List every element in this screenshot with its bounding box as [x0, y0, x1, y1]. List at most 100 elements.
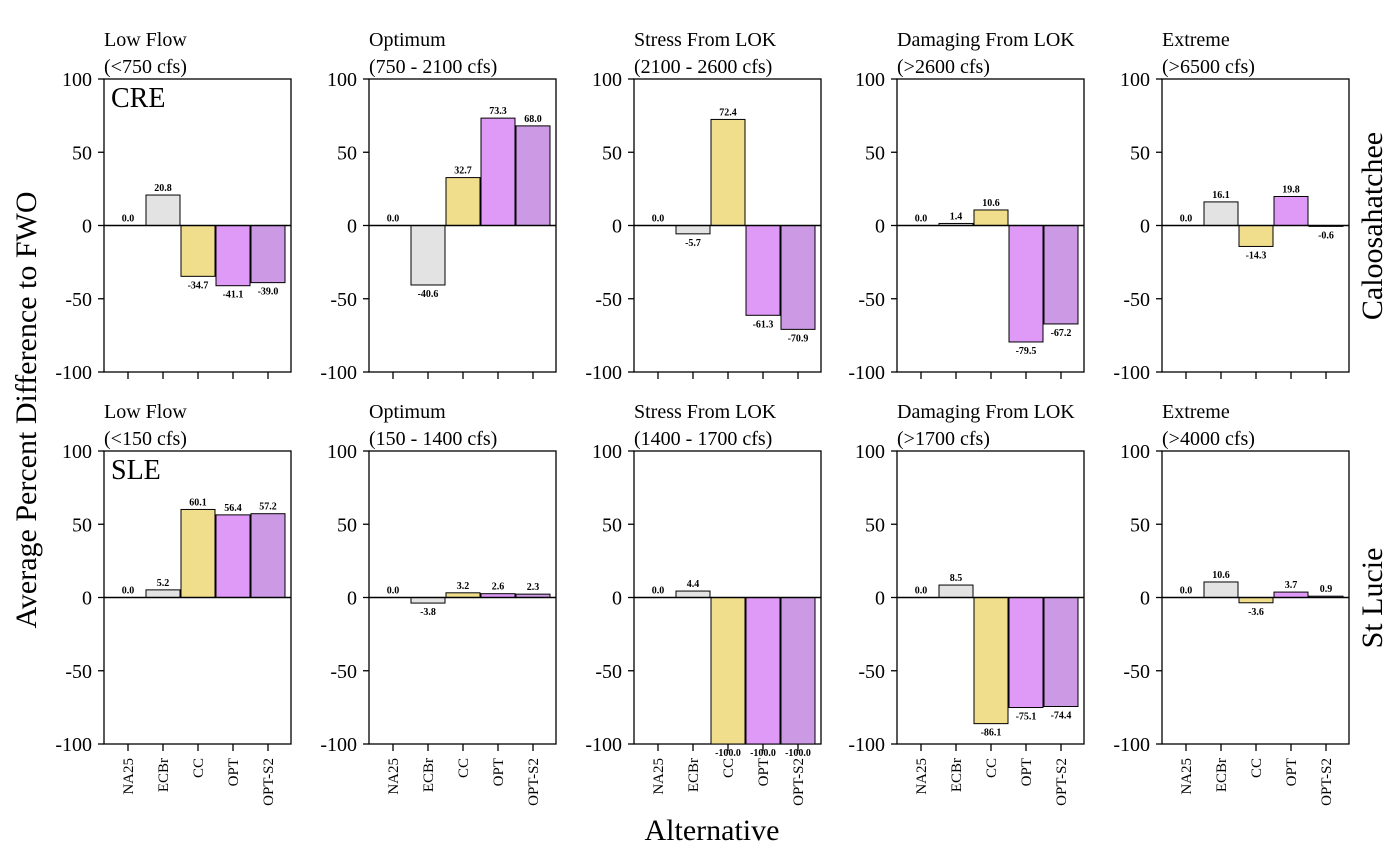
- panel-title: (>2600 cfs): [897, 56, 990, 78]
- data-label: 0.0: [915, 214, 928, 225]
- bar-cc: [973, 209, 1009, 226]
- bar-cc: [710, 118, 746, 226]
- y-tick-label: -100: [848, 362, 885, 384]
- data-label: -100.0: [750, 748, 776, 759]
- y-tick-label: -100: [848, 734, 885, 756]
- bar-ecbr: [1203, 201, 1239, 226]
- x-tick-label: CC: [191, 758, 207, 778]
- x-tick-label: OPT: [491, 758, 507, 786]
- data-label: -100.0: [715, 748, 741, 759]
- y-tick-label: 100: [62, 441, 92, 463]
- bar-opt-s2: [250, 225, 286, 284]
- x-tick-label: NA25: [121, 758, 137, 795]
- bar-ecbr: [410, 597, 446, 604]
- bar-ecbr: [145, 194, 181, 226]
- bar-opt-s2: [1043, 597, 1079, 707]
- data-label: -86.1: [981, 728, 1002, 739]
- data-label: -34.7: [188, 280, 209, 291]
- bar-ecbr: [938, 584, 974, 598]
- y-tick-label: 50: [602, 514, 622, 536]
- x-tick-label: OPT: [1284, 758, 1300, 786]
- y-tick-label: -50: [595, 289, 622, 311]
- x-tick-label: CC: [721, 758, 737, 778]
- bar-ecbr: [1203, 581, 1239, 599]
- y-tick-label: -50: [1123, 661, 1150, 683]
- y-tick-label: 0: [1140, 216, 1150, 238]
- bar-cc: [180, 225, 216, 277]
- data-label: 0.9: [1320, 584, 1333, 595]
- y-tick-label: 0: [875, 216, 885, 238]
- data-label: 0.0: [1180, 586, 1193, 597]
- data-label: 0.0: [652, 214, 665, 225]
- data-label: -5.7: [685, 238, 701, 249]
- data-label: -39.0: [258, 287, 279, 298]
- x-tick-label: NA25: [651, 758, 667, 795]
- y-tick-label: 100: [327, 69, 357, 91]
- bar-cc: [710, 597, 746, 745]
- y-tick-label: 50: [865, 142, 885, 164]
- panel-title: Damaging From LOK: [897, 29, 1075, 51]
- y-tick-label: -100: [55, 734, 92, 756]
- x-tick-label: OPT-S2: [261, 758, 277, 806]
- x-tick-label: OPT-S2: [1319, 758, 1335, 806]
- data-label: 68.0: [524, 114, 542, 125]
- data-label: 8.5: [950, 573, 963, 584]
- y-tick-label: -50: [330, 289, 357, 311]
- y-tick-label: 50: [72, 142, 92, 164]
- data-label: 2.3: [527, 582, 540, 593]
- y-tick-label: -100: [320, 734, 357, 756]
- data-label: 0.0: [387, 586, 400, 597]
- x-tick-label: ECBr: [1214, 758, 1230, 792]
- bar-opt: [1273, 195, 1309, 226]
- y-tick-label: 100: [855, 441, 885, 463]
- panel: Damaging From LOK (>2600 cfs) -100 -50 0 50 10…: [848, 29, 1085, 384]
- bar-ecbr: [145, 589, 181, 599]
- y-tick-label: 50: [602, 142, 622, 164]
- y-tick-label: 0: [612, 216, 622, 238]
- data-label: 72.4: [719, 107, 737, 118]
- data-label: -67.2: [1051, 328, 1072, 339]
- data-label: -14.3: [1246, 250, 1267, 261]
- data-label: 0.0: [122, 586, 135, 597]
- y-tick-label: -100: [55, 362, 92, 384]
- data-label: 57.2: [259, 502, 277, 513]
- bar-opt-s2: [515, 125, 551, 226]
- y-tick-label: -50: [595, 661, 622, 683]
- x-tick-label: NA25: [914, 758, 930, 795]
- bar-opt: [215, 225, 251, 287]
- estuary-tag: CRE: [111, 83, 165, 114]
- panel: Optimum (150 - 1400 cfs) -100 -50 0 50 100 0.0 -…: [320, 401, 557, 806]
- y-tick-label: 50: [1130, 514, 1150, 536]
- x-tick-label: ECBr: [949, 758, 965, 792]
- y-tick-label: -100: [585, 362, 622, 384]
- bar-opt-s2: [780, 597, 816, 745]
- panel-title: Extreme: [1162, 401, 1230, 423]
- data-label: 20.8: [154, 183, 172, 194]
- x-tick-label: OPT: [226, 758, 242, 786]
- panel-title: (150 - 1400 cfs): [369, 428, 497, 450]
- bar-opt: [745, 225, 781, 316]
- y-tick-label: 50: [72, 514, 92, 536]
- data-label: 16.1: [1212, 190, 1230, 201]
- x-tick-label: CC: [984, 758, 1000, 778]
- data-label: -41.1: [223, 290, 244, 301]
- y-tick-label: 100: [62, 69, 92, 91]
- bar-opt: [215, 514, 251, 599]
- y-tick-label: 100: [855, 69, 885, 91]
- y-tick-label: -50: [858, 289, 885, 311]
- data-label: -74.4: [1051, 710, 1072, 721]
- panel-title: (>1700 cfs): [897, 428, 990, 450]
- data-label: 0.0: [652, 586, 665, 597]
- bar-opt: [480, 117, 516, 226]
- panel-title: Optimum: [369, 401, 446, 423]
- y-tick-label: 100: [592, 69, 622, 91]
- data-label: 10.6: [982, 198, 1000, 209]
- y-tick-label: -50: [858, 661, 885, 683]
- panel-title: (<750 cfs): [104, 56, 187, 78]
- data-label: -61.3: [753, 319, 774, 330]
- x-tick-label: ECBr: [156, 758, 172, 792]
- x-axis-label: Alternative: [645, 814, 780, 847]
- data-label: -75.1: [1016, 712, 1037, 723]
- bar-ecbr: [410, 225, 446, 286]
- x-tick-label: ECBr: [421, 758, 437, 792]
